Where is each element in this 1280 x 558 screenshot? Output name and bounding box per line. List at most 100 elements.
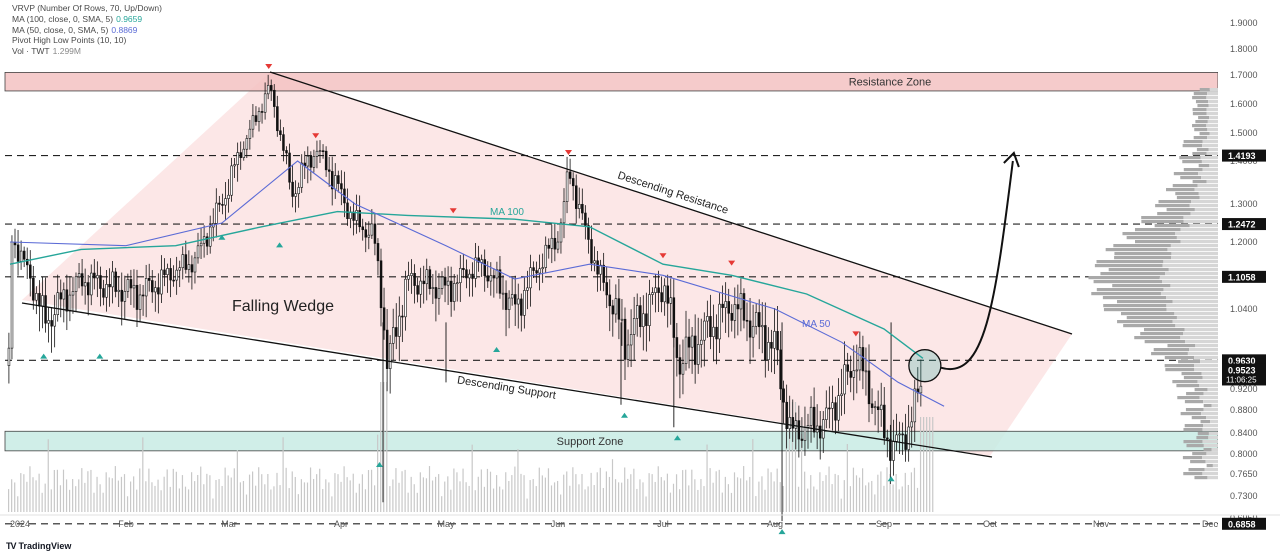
candle-body xyxy=(785,401,788,430)
pivot-low-marker xyxy=(887,476,895,482)
volume-profile-bar-down xyxy=(1202,144,1218,148)
volume-profile-bar-down xyxy=(1206,416,1218,420)
volume-bar xyxy=(111,478,113,512)
resistance-zone-label: Resistance Zone xyxy=(849,77,932,89)
last-price-tag xyxy=(1222,363,1266,386)
candle-body xyxy=(535,270,538,274)
candle-body xyxy=(886,437,889,440)
candle-body xyxy=(59,292,63,300)
candle-body xyxy=(324,150,328,171)
candle-body xyxy=(65,289,69,312)
volume-profile-bar-up xyxy=(1166,188,1195,192)
candle-body xyxy=(318,150,322,153)
volume-bar xyxy=(258,467,260,512)
candle-body xyxy=(138,294,142,310)
volume-bar xyxy=(916,487,919,512)
volume-bar xyxy=(459,481,461,512)
volume-bar xyxy=(477,476,479,512)
candle-body xyxy=(266,85,270,95)
volume-bar xyxy=(114,466,116,512)
volume-bar xyxy=(145,481,147,512)
volume-profile-bar-down xyxy=(1206,124,1218,128)
descending-resistance-line xyxy=(269,71,1073,335)
volume-bar xyxy=(581,473,583,512)
candle-body xyxy=(114,271,117,292)
volume-profile-bar-down xyxy=(1189,204,1218,208)
candle-body xyxy=(858,347,862,371)
volume-bar xyxy=(926,417,928,512)
x-tick-label: Oct xyxy=(983,519,998,529)
candle-body xyxy=(471,273,474,279)
volume-bar xyxy=(794,402,797,512)
volume-bar xyxy=(852,467,855,512)
candle-body xyxy=(818,425,822,439)
volume-profile-bar-up xyxy=(1203,404,1212,408)
volume-bar xyxy=(700,479,702,512)
volume-profile-bar-up xyxy=(1153,348,1190,352)
volume-profile-bar-up xyxy=(1158,200,1192,204)
volume-profile-bar-up xyxy=(1178,360,1201,364)
candle-body xyxy=(459,268,462,284)
candle-body xyxy=(663,285,666,303)
volume-bar xyxy=(242,480,245,512)
volume-profile-bar-up xyxy=(1190,460,1206,464)
volume-profile-bar-down xyxy=(1175,232,1218,236)
volume-bar xyxy=(313,478,315,512)
volume-profile-bar-up xyxy=(1192,112,1207,116)
volume-bar xyxy=(932,417,934,512)
candle-body xyxy=(376,243,380,262)
volume-bar xyxy=(90,469,92,512)
volume-bar xyxy=(224,467,226,512)
volume-bar xyxy=(669,492,672,512)
volume-bar xyxy=(663,480,665,512)
volume-bar xyxy=(535,486,537,512)
candle-body xyxy=(898,433,901,436)
volume-profile-bar-down xyxy=(1206,452,1218,456)
volume-profile-bar-down xyxy=(1207,92,1218,96)
volume-bar xyxy=(868,482,870,512)
volume-bar xyxy=(862,468,864,512)
volume-bar xyxy=(550,485,553,512)
volume-profile-bar-up xyxy=(1185,408,1204,412)
volume-profile-bar-down xyxy=(1204,468,1218,472)
candle-body xyxy=(773,331,776,349)
volume-bar xyxy=(343,466,345,512)
candle-body xyxy=(541,267,544,270)
volume-profile-bar-down xyxy=(1194,368,1218,372)
volume-bar xyxy=(221,485,223,512)
candle-body xyxy=(510,294,514,299)
candle-body xyxy=(291,181,294,197)
volume-bar xyxy=(544,477,546,512)
candle-body xyxy=(748,320,752,338)
volume-bar xyxy=(749,476,751,512)
pivot-high-marker xyxy=(852,331,860,337)
candle-body xyxy=(449,280,453,302)
volume-profile-bar-down xyxy=(1208,436,1218,440)
volume-profile-bar-up xyxy=(1183,140,1203,144)
volume-bar xyxy=(328,482,330,512)
volume-profile-bar-down xyxy=(1174,312,1218,316)
candle-body xyxy=(96,275,99,279)
volume-bar xyxy=(261,474,263,512)
candle-body xyxy=(245,138,249,150)
candle-body xyxy=(370,223,374,236)
candle-body xyxy=(132,284,136,289)
candle-body xyxy=(379,260,383,309)
candle-body xyxy=(791,417,795,429)
volume-profile-bar-down xyxy=(1166,308,1218,312)
candle-body xyxy=(553,237,557,250)
volume-profile-bar-up xyxy=(1192,452,1207,456)
candle-body xyxy=(257,111,261,122)
volume-profile-bar-down xyxy=(1199,196,1218,200)
volume-profile-bar-up xyxy=(1088,276,1160,280)
volume-profile-bar-up xyxy=(1134,336,1181,340)
candle-body xyxy=(190,264,194,273)
volume-bar xyxy=(407,492,409,512)
price-level-tag xyxy=(1222,149,1266,162)
volume-profile-bar-up xyxy=(1198,164,1210,168)
volume-bar xyxy=(456,472,458,512)
volume-profile-bar-up xyxy=(1194,388,1208,392)
candle-body xyxy=(614,298,618,315)
candle-body xyxy=(452,283,456,302)
